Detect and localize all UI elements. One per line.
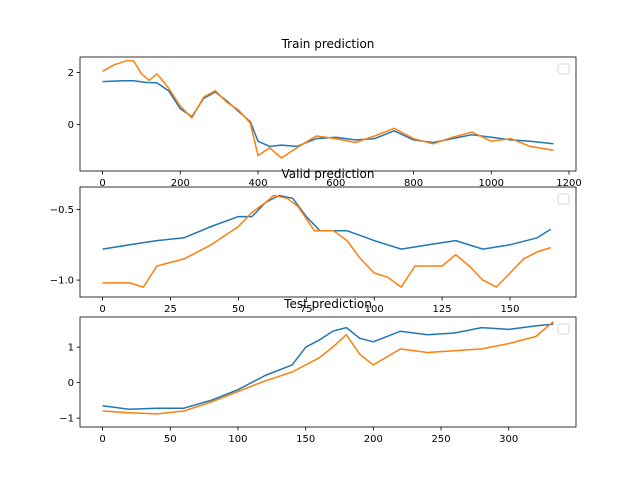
axes-frame [79,186,577,298]
x-tick-label: 300 [499,434,518,445]
series-line-predicted [102,194,551,288]
x-tick-label: 0 [99,304,105,315]
x-tick-label: 50 [232,304,245,315]
y-tick-label: −0.5 [50,205,74,216]
subplot-2: 0 25 50 75 100 125 150 −1.0 −0.5 Valid prediction [50,167,577,315]
x-tick-label: 150 [296,434,315,445]
x-tick-label: 75 [300,304,313,315]
series-line-predicted [102,321,554,415]
x-tick-label: 0 [99,178,105,189]
series-line-actual [102,323,554,411]
x-tick-label: 800 [404,178,423,189]
x-tick-label: 250 [431,434,450,445]
x-tick-label: 400 [248,178,267,189]
y-tick-label: 2 [68,68,74,79]
series-line-actual [102,194,552,250]
y-tick-label: −1 [59,414,74,425]
x-tick-label: 1000 [479,178,504,189]
x-tick-label: 1200 [556,178,581,189]
x-tick-label: 25 [164,304,177,315]
x-tick-label: 100 [228,434,247,445]
y-tick-label: 0 [68,378,74,389]
x-tick-label: 150 [500,304,519,315]
chart-title: Valid prediction [282,167,375,181]
y-tick-label: −1.0 [50,276,74,287]
axes-frame [79,56,577,172]
y-tick-label: 0 [68,120,74,131]
series-line-actual [102,80,554,148]
x-tick-label: 200 [364,434,383,445]
chart-title: Train prediction [281,37,375,51]
y-tick-label: 1 [68,343,74,354]
x-tick-label: 0 [99,434,105,445]
axes-frame [79,316,577,428]
x-tick-label: 50 [164,434,177,445]
legend-box [557,193,570,205]
series-line-predicted [102,60,554,159]
x-tick-label: 125 [433,304,452,315]
subplot-1: 0 200 400 600 800 1000 1200 0 2 Train prediction [68,37,582,189]
x-tick-label: 100 [365,304,384,315]
legend-box [557,323,570,335]
chart-title: Test prediction [283,297,372,311]
x-tick-label: 600 [326,178,345,189]
legend-box [557,63,570,75]
x-tick-label: 200 [171,178,190,189]
